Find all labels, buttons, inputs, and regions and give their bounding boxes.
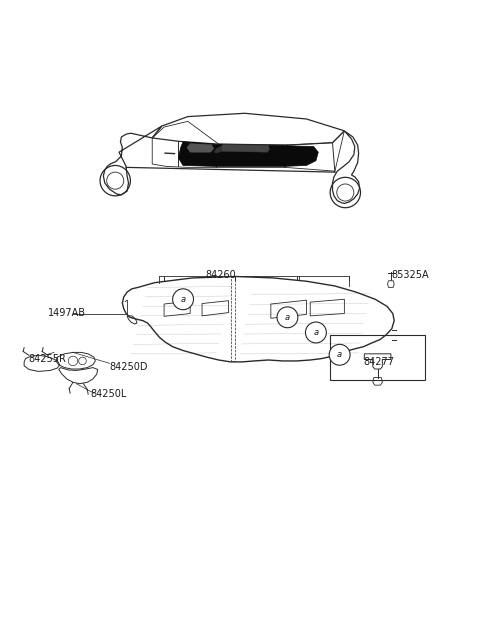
Text: a: a xyxy=(180,295,186,303)
Polygon shape xyxy=(387,281,394,287)
Circle shape xyxy=(330,177,360,208)
Polygon shape xyxy=(187,144,214,152)
Polygon shape xyxy=(214,147,222,153)
Text: 84260: 84260 xyxy=(205,270,236,280)
Polygon shape xyxy=(221,145,269,152)
Text: 85325A: 85325A xyxy=(392,270,430,280)
Polygon shape xyxy=(179,142,318,166)
Circle shape xyxy=(100,166,131,196)
Text: 1497AB: 1497AB xyxy=(48,308,86,319)
Text: 84255R: 84255R xyxy=(29,354,67,364)
Text: 84250L: 84250L xyxy=(91,389,127,399)
Text: a: a xyxy=(313,328,318,337)
Text: 84277: 84277 xyxy=(363,357,395,367)
Text: a: a xyxy=(285,313,290,322)
Circle shape xyxy=(305,322,326,343)
Circle shape xyxy=(277,307,298,328)
Text: 84250D: 84250D xyxy=(109,362,148,372)
Circle shape xyxy=(329,344,350,365)
Text: a: a xyxy=(337,350,342,359)
Circle shape xyxy=(173,289,193,310)
